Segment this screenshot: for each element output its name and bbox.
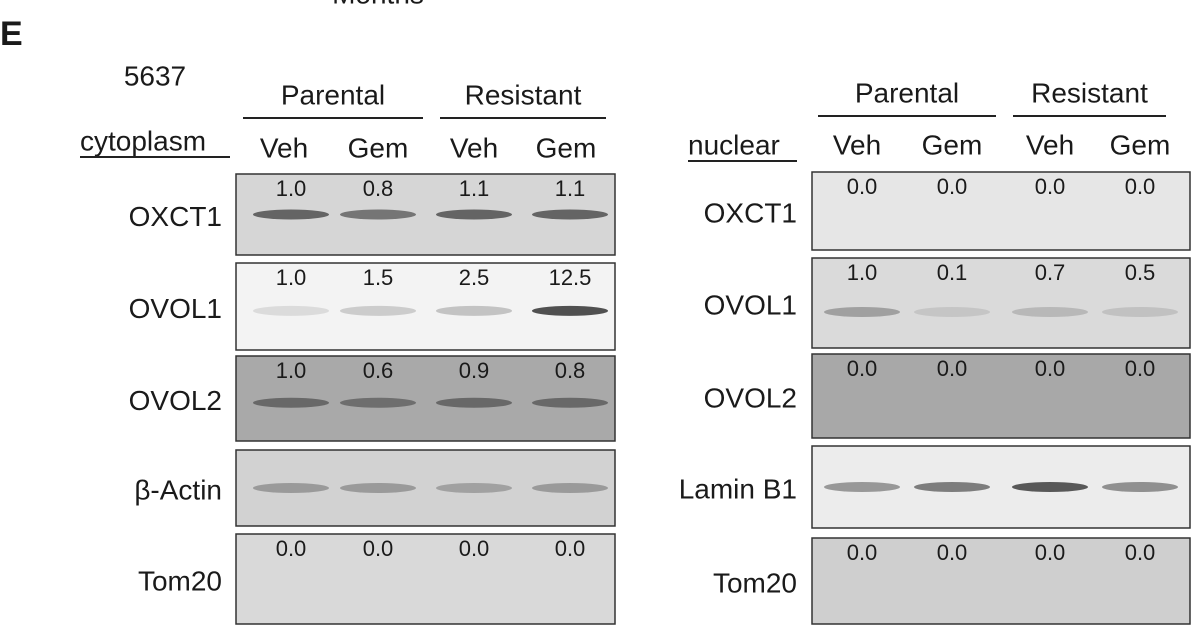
band bbox=[253, 397, 329, 408]
lane-label: Gem bbox=[922, 129, 983, 160]
quantification: 0.0 bbox=[1125, 174, 1156, 199]
blot-label: OVOL1 bbox=[704, 289, 797, 320]
lane-label: Veh bbox=[450, 132, 498, 163]
lane-label: Veh bbox=[260, 132, 308, 163]
band bbox=[253, 305, 329, 316]
band bbox=[532, 397, 608, 408]
quantification: 0.0 bbox=[363, 536, 394, 561]
quantification: 0.7 bbox=[1035, 260, 1066, 285]
quantification: 0.0 bbox=[555, 536, 586, 561]
band bbox=[914, 307, 990, 317]
quantification: 1.0 bbox=[276, 265, 307, 290]
quantification: 1.5 bbox=[363, 265, 394, 290]
band bbox=[436, 209, 512, 220]
quantification: 0.0 bbox=[1125, 356, 1156, 381]
lane-label: Veh bbox=[1026, 129, 1074, 160]
blot-label: OVOL1 bbox=[129, 293, 222, 324]
band bbox=[340, 397, 416, 408]
quantification: 0.0 bbox=[276, 536, 307, 561]
blot-image bbox=[235, 449, 616, 527]
quantification: 0.0 bbox=[1035, 540, 1066, 565]
quantification: 0.0 bbox=[459, 536, 490, 561]
band bbox=[340, 209, 416, 220]
group-label: Resistant bbox=[465, 79, 582, 110]
quantification: 0.0 bbox=[937, 356, 968, 381]
fraction-label: cytoplasm bbox=[80, 125, 206, 156]
group-label: Parental bbox=[855, 77, 959, 108]
band bbox=[253, 483, 329, 493]
quantification: 0.0 bbox=[1125, 540, 1156, 565]
quantification: 0.8 bbox=[555, 358, 586, 383]
band bbox=[532, 209, 608, 220]
cell-line: 5637 bbox=[124, 60, 186, 91]
quantification: 0.1 bbox=[937, 260, 968, 285]
quantification: 0.5 bbox=[1125, 260, 1156, 285]
blot-image bbox=[811, 257, 1191, 349]
band bbox=[532, 305, 608, 316]
band bbox=[436, 483, 512, 493]
blot-image bbox=[811, 353, 1191, 439]
cut-off-text: Months bbox=[332, 0, 424, 9]
quantification: 1.1 bbox=[555, 176, 586, 201]
blot-label: Lamin B1 bbox=[679, 473, 797, 504]
band bbox=[824, 482, 900, 492]
band bbox=[824, 307, 900, 317]
quantification: 1.0 bbox=[847, 260, 878, 285]
blot-label: OXCT1 bbox=[129, 201, 222, 232]
panel-label: E bbox=[0, 15, 23, 53]
quantification: 1.0 bbox=[276, 176, 307, 201]
band bbox=[436, 305, 512, 316]
quantification: 0.0 bbox=[1035, 174, 1066, 199]
lane-label: Gem bbox=[1110, 129, 1171, 160]
quantification: 1.1 bbox=[459, 176, 490, 201]
band bbox=[914, 482, 990, 492]
quantification: 0.9 bbox=[459, 358, 490, 383]
band bbox=[1012, 482, 1088, 492]
blot-label: Tom20 bbox=[138, 565, 222, 596]
blot-label: β-Actin bbox=[134, 474, 222, 505]
blot-label: OXCT1 bbox=[704, 197, 797, 228]
quantification: 0.0 bbox=[1035, 356, 1066, 381]
lane-label: Gem bbox=[536, 132, 597, 163]
fraction-label: nuclear bbox=[688, 129, 780, 160]
quantification: 0.0 bbox=[937, 540, 968, 565]
quantification: 12.5 bbox=[549, 265, 592, 290]
quantification: 2.5 bbox=[459, 265, 490, 290]
quantification: 1.0 bbox=[276, 358, 307, 383]
quantification: 0.0 bbox=[847, 356, 878, 381]
blot-label: OVOL2 bbox=[704, 382, 797, 413]
quantification: 0.0 bbox=[847, 174, 878, 199]
band bbox=[436, 397, 512, 408]
band bbox=[340, 305, 416, 316]
quantification: 0.6 bbox=[363, 358, 394, 383]
band bbox=[253, 209, 329, 220]
group-label: Parental bbox=[281, 79, 385, 110]
blot-image bbox=[811, 537, 1191, 625]
group-label: Resistant bbox=[1031, 77, 1148, 108]
band bbox=[340, 483, 416, 493]
blot-label: Tom20 bbox=[713, 567, 797, 598]
band bbox=[1102, 307, 1178, 317]
blot-image bbox=[811, 171, 1191, 251]
quantification: 0.8 bbox=[363, 176, 394, 201]
quantification: 0.0 bbox=[847, 540, 878, 565]
band bbox=[1102, 482, 1178, 492]
band bbox=[1012, 307, 1088, 317]
blot-image bbox=[235, 533, 616, 625]
band bbox=[532, 483, 608, 493]
lane-label: Gem bbox=[348, 132, 409, 163]
lane-label: Veh bbox=[833, 129, 881, 160]
quantification: 0.0 bbox=[937, 174, 968, 199]
blot-label: OVOL2 bbox=[129, 385, 222, 416]
